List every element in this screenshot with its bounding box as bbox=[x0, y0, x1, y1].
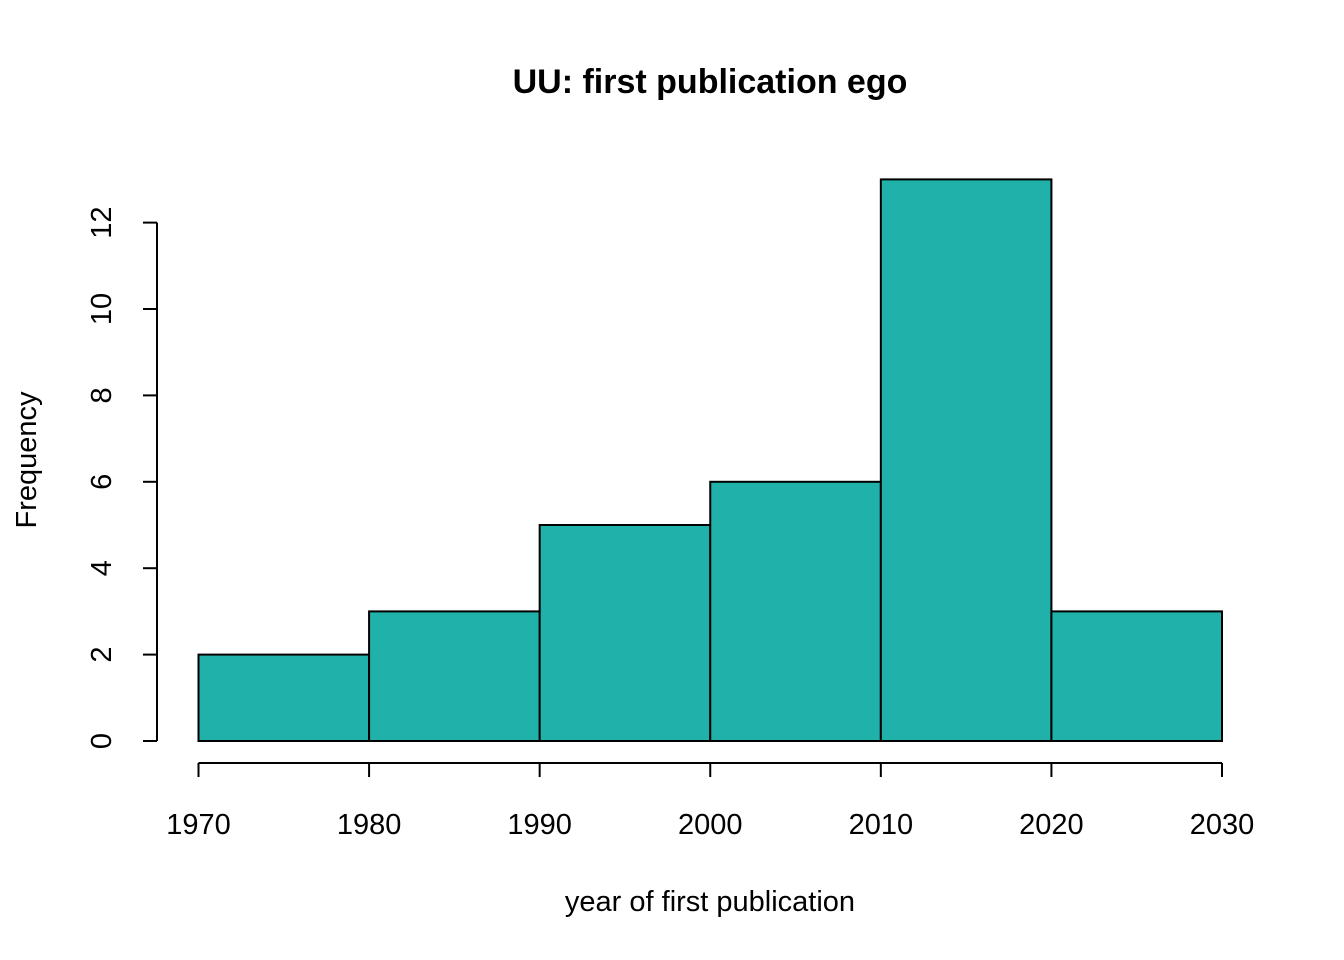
x-tick-label: 2000 bbox=[678, 809, 743, 841]
y-tick-label: 12 bbox=[86, 206, 118, 238]
x-tick-label: 1990 bbox=[507, 809, 572, 841]
bars-group bbox=[197, 178, 1223, 743]
y-axis: 0 2 4 6 8 10 12 bbox=[86, 206, 158, 749]
x-axis: 1970 1980 1990 2000 2010 2020 2030 bbox=[166, 762, 1255, 841]
x-axis-label: year of first publication bbox=[565, 886, 855, 918]
histogram-bar bbox=[538, 524, 712, 742]
histogram-bar bbox=[368, 610, 541, 743]
chart-title: UU: first publication ego bbox=[513, 63, 908, 101]
x-tick-label: 2030 bbox=[1190, 809, 1255, 841]
x-tick-label: 2020 bbox=[1019, 809, 1084, 841]
x-tick-label: 2010 bbox=[849, 809, 914, 841]
y-tick-label: 10 bbox=[86, 293, 118, 325]
y-axis-label: Frequency bbox=[11, 391, 43, 529]
y-tick-label: 0 bbox=[86, 733, 118, 749]
y-tick-label: 6 bbox=[86, 474, 118, 490]
y-tick-label: 2 bbox=[86, 647, 118, 663]
histogram-bar bbox=[1050, 610, 1223, 743]
y-tick-label: 4 bbox=[86, 560, 118, 576]
histogram-bar bbox=[879, 178, 1053, 742]
histogram-bar bbox=[709, 480, 882, 742]
x-tick-label: 1970 bbox=[166, 809, 231, 841]
x-tick-label: 1980 bbox=[337, 809, 402, 841]
y-tick-label: 8 bbox=[86, 387, 118, 403]
histogram-bar bbox=[197, 653, 371, 742]
